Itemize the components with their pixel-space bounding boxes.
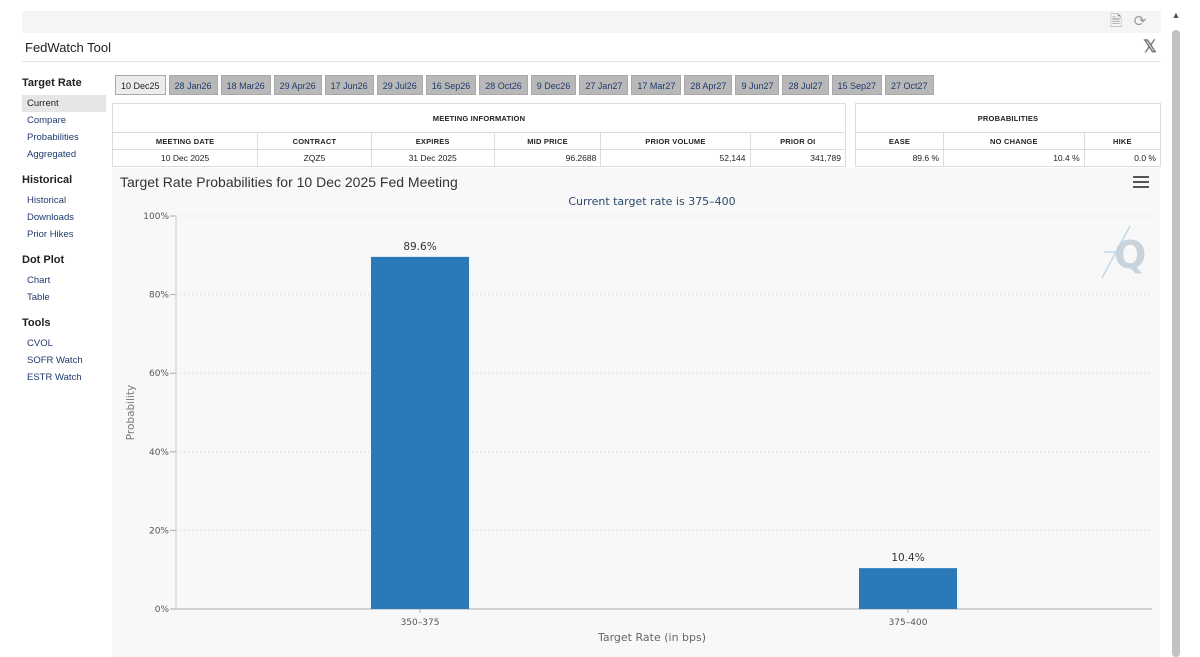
meeting-header-cell: PRIOR OI bbox=[749, 132, 847, 150]
y-tick-label: 80% bbox=[149, 291, 169, 301]
app-title: FedWatch Tool bbox=[25, 40, 111, 55]
probabilities-header: PROBABILITIES bbox=[855, 103, 1161, 133]
chart-subtitle: Current target rate is 375–400 bbox=[568, 195, 735, 208]
meeting-header-cell: PRIOR VOLUME bbox=[600, 132, 751, 150]
y-tick-label: 60% bbox=[149, 369, 169, 379]
probability-data-row: 89.6 % 10.4 % 0.0 % bbox=[854, 149, 1162, 167]
y-tick-label: 40% bbox=[149, 448, 169, 458]
meeting-information-table: MEETING INFORMATION MEETING DATE CONTRACT… bbox=[111, 103, 847, 167]
tab-17-jun26[interactable]: 17 Jun26 bbox=[324, 75, 374, 95]
meeting-data-cell: ZQZ5 bbox=[257, 149, 372, 167]
bar-chart: Q Current target rate is 375–400 0% 20% 40%… bbox=[125, 195, 1152, 644]
x-tick-label: 375–400 bbox=[889, 618, 928, 628]
sidebar-item-compare[interactable]: Compare bbox=[27, 115, 67, 126]
meeting-data-row: 10 Dec 2025 ZQZ5 31 Dec 2025 96.2688 52,144 3… bbox=[111, 149, 847, 167]
x-share-icon[interactable]: 𝕏 bbox=[1143, 37, 1157, 56]
sidebar-item-downloads[interactable]: Downloads bbox=[27, 212, 74, 223]
data-label: 89.6% bbox=[403, 241, 436, 253]
scroll-up-arrow-icon[interactable]: ▲ bbox=[1171, 10, 1181, 20]
probability-data-cell: 0.0 % bbox=[1083, 149, 1162, 167]
sidebar-item-historical[interactable]: Historical bbox=[27, 195, 67, 206]
sidebar: Target Rate Current Compare Probabilities Ag… bbox=[22, 75, 106, 386]
probability-header-row: EASE NO CHANGE HIKE bbox=[854, 132, 1162, 150]
tab-28-jul27[interactable]: 28 Jul27 bbox=[782, 75, 829, 95]
sidebar-heading: Target Rate bbox=[22, 77, 82, 89]
top-toolbar: 🗎 ⟳ bbox=[22, 11, 1161, 33]
meeting-data-cell: 52,144 bbox=[600, 149, 751, 167]
meeting-header-row: MEETING DATE CONTRACT EXPIRES MID PRICE PRIO… bbox=[111, 132, 847, 150]
tab-28-apr27[interactable]: 28 Apr27 bbox=[684, 75, 733, 95]
sidebar-item-prior-hikes[interactable]: Prior Hikes bbox=[27, 229, 74, 240]
bar bbox=[371, 256, 469, 609]
meeting-header-cell: MID PRICE bbox=[493, 132, 602, 150]
tab-9-jun27[interactable]: 9 Jun27 bbox=[735, 75, 780, 95]
tab-27-jan27[interactable]: 27 Jan27 bbox=[579, 75, 629, 95]
refresh-icon[interactable]: ⟳ bbox=[1133, 13, 1147, 30]
meeting-tabs: 10 Dec25 28 Jan26 18 Mar26 29 Apr26 17 Jun26… bbox=[115, 75, 934, 95]
tab-10-dec25[interactable]: 10 Dec25 bbox=[115, 75, 166, 95]
data-label: 10.4% bbox=[891, 552, 924, 564]
meeting-data-cell: 10 Dec 2025 bbox=[111, 149, 259, 167]
y-tick-label: 0% bbox=[155, 605, 170, 615]
tab-29-jul26[interactable]: 29 Jul26 bbox=[376, 75, 423, 95]
y-tick-label: 100% bbox=[143, 212, 169, 222]
divider bbox=[22, 61, 1161, 62]
pdf-export-icon[interactable]: 🗎 bbox=[1109, 13, 1123, 30]
sidebar-item-current[interactable]: Current bbox=[22, 95, 106, 112]
sidebar-heading: Tools bbox=[22, 317, 51, 329]
tab-27-oct27[interactable]: 27 Oct27 bbox=[885, 75, 934, 95]
sidebar-item-estr-watch[interactable]: ESTR Watch bbox=[27, 372, 82, 383]
meeting-header-cell: MEETING DATE bbox=[111, 132, 259, 150]
sidebar-heading: Historical bbox=[22, 174, 73, 186]
chart-title: Target Rate Probabilities for 10 Dec 202… bbox=[120, 174, 458, 190]
sidebar-item-table[interactable]: Table bbox=[27, 292, 50, 303]
probability-header-cell: EASE bbox=[854, 132, 945, 150]
svg-text:Q: Q bbox=[1114, 233, 1146, 277]
x-tick-label: 350–375 bbox=[401, 618, 440, 628]
chart-panel: Target Rate Probabilities for 10 Dec 202… bbox=[112, 168, 1160, 657]
probability-header-cell: NO CHANGE bbox=[943, 132, 1085, 150]
sidebar-item-chart[interactable]: Chart bbox=[27, 275, 51, 286]
sidebar-item-cvol[interactable]: CVOL bbox=[27, 338, 53, 349]
scroll-thumb[interactable] bbox=[1172, 30, 1180, 657]
bar bbox=[859, 568, 957, 609]
vertical-scrollbar[interactable]: ▲ bbox=[1171, 0, 1181, 657]
tab-9-dec26[interactable]: 9 Dec26 bbox=[530, 75, 577, 95]
tab-28-jan26[interactable]: 28 Jan26 bbox=[168, 75, 218, 95]
sidebar-item-probabilities[interactable]: Probabilities bbox=[27, 132, 79, 143]
meeting-information-header: MEETING INFORMATION bbox=[112, 103, 846, 133]
tab-28-oct26[interactable]: 28 Oct26 bbox=[479, 75, 528, 95]
watermark-q-logo: Q bbox=[1101, 225, 1146, 279]
tab-29-apr26[interactable]: 29 Apr26 bbox=[273, 75, 322, 95]
sidebar-item-sofr-watch[interactable]: SOFR Watch bbox=[27, 355, 83, 366]
probabilities-table: PROBABILITIES EASE NO CHANGE HIKE 89.6 % 10… bbox=[854, 103, 1162, 167]
sidebar-item-aggregated[interactable]: Aggregated bbox=[27, 149, 77, 160]
probability-data-cell: 89.6 % bbox=[854, 149, 945, 167]
meeting-data-cell: 31 Dec 2025 bbox=[370, 149, 495, 167]
tab-17-mar27[interactable]: 17 Mar27 bbox=[631, 75, 682, 95]
meeting-data-cell: 96.2688 bbox=[493, 149, 602, 167]
probability-data-cell: 10.4 % bbox=[943, 149, 1085, 167]
sidebar-heading: Dot Plot bbox=[22, 254, 65, 266]
tab-16-sep26[interactable]: 16 Sep26 bbox=[425, 75, 477, 95]
meeting-header-cell: EXPIRES bbox=[370, 132, 495, 150]
chart-menu-icon[interactable] bbox=[1133, 176, 1149, 190]
x-axis-title: Target Rate (in bps) bbox=[597, 631, 706, 644]
meeting-header-cell: CONTRACT bbox=[257, 132, 372, 150]
tab-15-sep27[interactable]: 15 Sep27 bbox=[831, 75, 883, 95]
y-axis-title: Probability bbox=[125, 385, 137, 441]
probability-header-cell: HIKE bbox=[1083, 132, 1162, 150]
meeting-data-cell: 341,789 bbox=[749, 149, 847, 167]
y-tick-label: 20% bbox=[149, 526, 169, 536]
tab-18-mar26[interactable]: 18 Mar26 bbox=[220, 75, 271, 95]
